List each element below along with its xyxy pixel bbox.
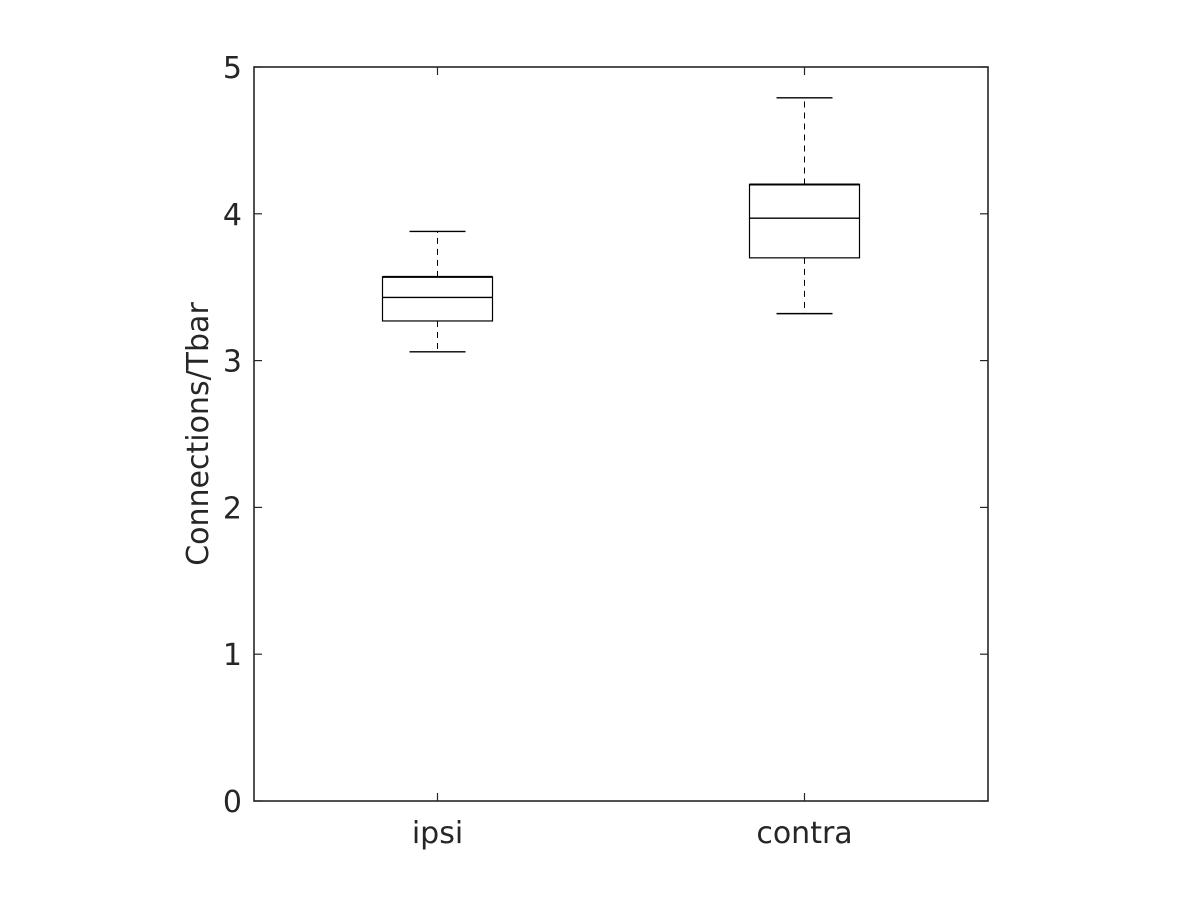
y-tick-label: 5 — [223, 51, 242, 86]
x-tick-label: contra — [756, 816, 852, 851]
x-tick-label: ipsi — [412, 816, 463, 851]
box-contra — [748, 97, 861, 315]
box-ipsi — [381, 230, 494, 353]
y-tick-label: 4 — [223, 198, 242, 233]
y-tick-label: 2 — [223, 491, 242, 526]
y-axis-label: Connections/Tbar — [181, 302, 216, 566]
plot-area — [254, 67, 988, 801]
y-tick-label: 0 — [223, 785, 242, 820]
y-tick-label: 3 — [223, 345, 242, 380]
y-tick-label: 1 — [223, 638, 242, 673]
axes-frame — [253, 66, 989, 802]
